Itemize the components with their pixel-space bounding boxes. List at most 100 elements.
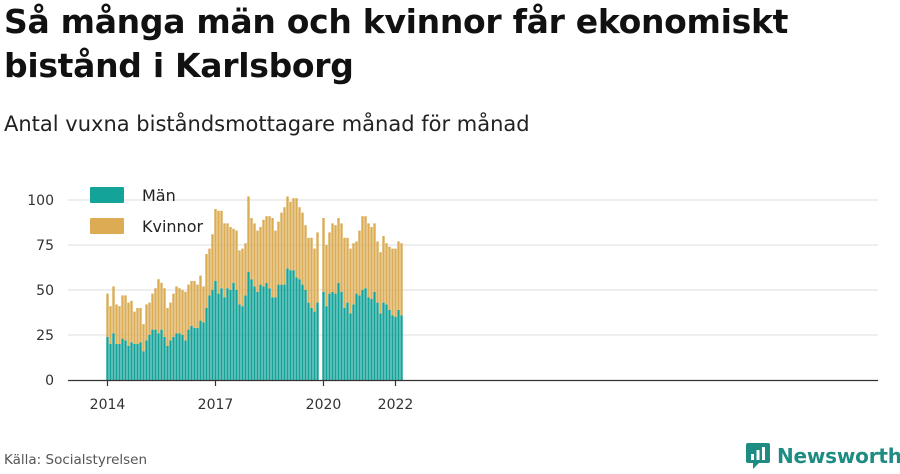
bar-women <box>373 223 376 292</box>
bar-men <box>154 329 157 380</box>
bar-men <box>331 291 334 380</box>
bar-men <box>238 304 241 380</box>
bar-men <box>229 290 232 380</box>
bar-women <box>340 223 343 292</box>
source-note: Källa: Socialstyrelsen <box>4 452 148 468</box>
bar-men <box>139 342 142 380</box>
legend-swatch-women <box>90 218 124 234</box>
bar-men <box>295 277 298 380</box>
bar-women <box>391 248 394 316</box>
bar-women <box>211 234 214 290</box>
bar-men <box>301 284 304 380</box>
bar-women <box>154 288 157 330</box>
bar-women <box>205 254 208 308</box>
bar-women <box>253 223 256 287</box>
bar-men <box>316 302 319 380</box>
bar-men <box>358 295 361 380</box>
bar-women <box>160 282 163 330</box>
bar-men <box>148 335 151 380</box>
bar-men <box>172 336 175 380</box>
bar-men <box>304 290 307 380</box>
bar-women <box>226 223 229 289</box>
bar-women <box>121 295 124 339</box>
bar-women <box>193 281 196 328</box>
bar-women <box>349 248 352 314</box>
bar-women <box>346 237 349 303</box>
bar-men <box>184 340 187 380</box>
bar-women <box>247 196 250 272</box>
bar-women <box>289 201 292 271</box>
bar-men <box>205 308 208 380</box>
bar-men <box>313 311 316 380</box>
bar-men <box>106 336 109 380</box>
bar-women <box>202 286 205 323</box>
bar-men <box>340 291 343 380</box>
bar-women <box>385 243 388 305</box>
bar-women <box>352 243 355 305</box>
bar-men <box>115 344 118 380</box>
bar-men <box>283 284 286 380</box>
bar-men <box>157 333 160 380</box>
bar-men <box>274 297 277 380</box>
bar-women <box>313 248 316 312</box>
bar-men <box>256 291 259 380</box>
bar-men <box>118 344 121 380</box>
bar-women <box>262 219 265 287</box>
bar-men <box>364 288 367 380</box>
brand-name: Newsworthy <box>777 444 900 468</box>
bar-women <box>379 252 382 314</box>
bar-women <box>118 306 121 344</box>
bar-men <box>388 309 391 380</box>
bars <box>106 196 403 380</box>
bar-women <box>400 243 403 316</box>
bar-women <box>316 232 319 303</box>
bar-men <box>175 333 178 380</box>
bar-women <box>148 302 151 335</box>
bar-men <box>328 293 331 380</box>
y-tick-label: 50 <box>36 283 54 299</box>
bar-women <box>190 281 193 326</box>
bar-men <box>211 290 214 380</box>
brand-logo: Newsworthy <box>745 442 900 470</box>
bar-men <box>391 315 394 380</box>
bar-men <box>163 336 166 380</box>
bar-women <box>388 246 391 310</box>
y-tick-label: 75 <box>36 238 54 254</box>
y-tick-label: 100 <box>27 193 54 209</box>
bar-women <box>364 216 367 289</box>
bar-men <box>361 290 364 380</box>
bar-men <box>376 302 379 380</box>
bar-men <box>241 306 244 380</box>
bar-men <box>367 297 370 380</box>
bar-women <box>328 232 331 294</box>
bar-men <box>178 333 181 380</box>
bar-women <box>250 218 253 280</box>
bar-women <box>172 293 175 337</box>
bar-men <box>370 299 373 380</box>
bar-men <box>214 281 217 380</box>
bar-men <box>385 304 388 380</box>
y-tick-label: 25 <box>36 328 54 344</box>
bar-women <box>130 300 133 343</box>
bar-women <box>397 241 400 310</box>
bar-men <box>346 302 349 380</box>
bar-men <box>382 302 385 380</box>
bar-women <box>295 198 298 278</box>
bar-women <box>283 207 286 285</box>
bar-men <box>109 344 112 380</box>
bar-women <box>157 279 160 334</box>
bar-men <box>355 293 358 380</box>
bar-men <box>352 304 355 380</box>
bar-women <box>298 207 301 280</box>
bar-men <box>334 293 337 380</box>
bar-men <box>400 315 403 380</box>
bar-women <box>394 248 397 317</box>
bar-women <box>115 304 118 344</box>
bar-women <box>235 230 238 290</box>
bar-men <box>268 288 271 380</box>
chart-subtitle: Antal vuxna biståndsmottagare månad för … <box>4 112 530 136</box>
legend: Män Kvinnor <box>90 186 203 236</box>
bar-men <box>124 340 127 380</box>
bar-women <box>376 241 379 303</box>
bar-women <box>106 293 109 337</box>
